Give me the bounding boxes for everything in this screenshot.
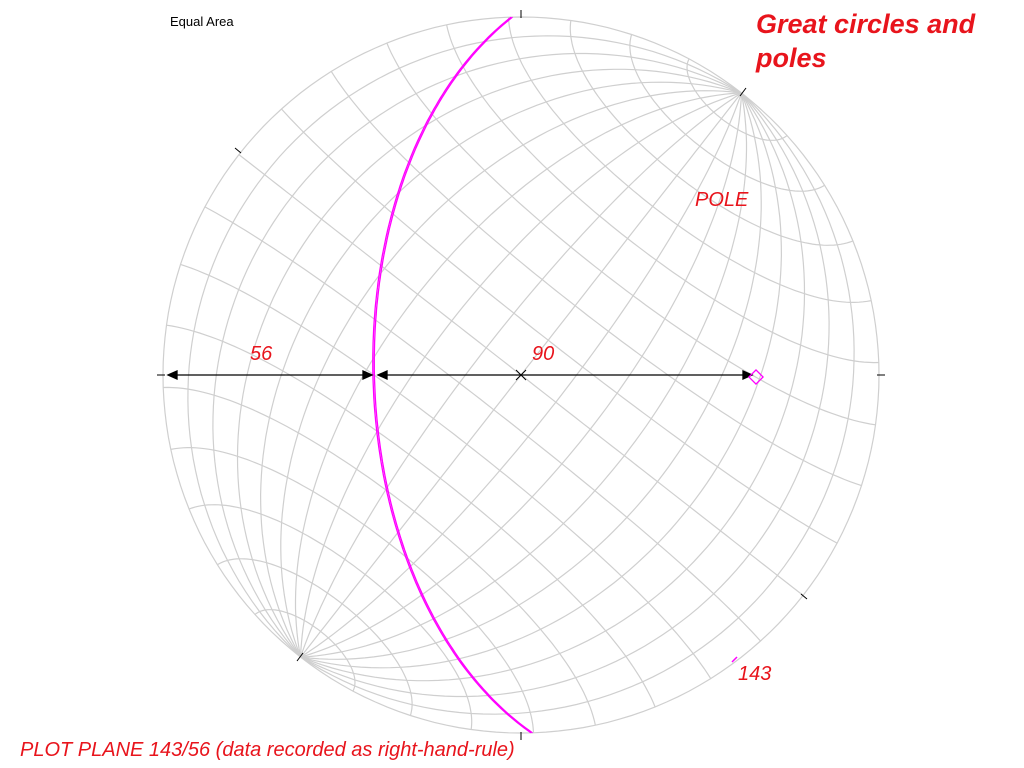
dip-label: 56 bbox=[250, 343, 273, 365]
great-circle-trace bbox=[373, 16, 533, 734]
arrows bbox=[166, 369, 754, 381]
net-small-circle bbox=[166, 324, 656, 708]
complement-label: 90 bbox=[532, 343, 554, 365]
net-meridian bbox=[300, 92, 806, 682]
strike-mark bbox=[731, 656, 738, 663]
net-small-circle bbox=[254, 609, 356, 692]
equal-area-net bbox=[162, 16, 880, 734]
pole-label: POLE bbox=[695, 189, 749, 211]
net-small-circle bbox=[386, 42, 876, 426]
great-circle bbox=[372, 16, 533, 734]
pole-marker bbox=[748, 369, 764, 385]
net-small-circle bbox=[170, 447, 535, 733]
net-small-circle bbox=[281, 108, 838, 544]
net-small-circle bbox=[507, 17, 872, 303]
net-small-circle bbox=[188, 504, 473, 730]
strike-label: 143 bbox=[738, 663, 771, 685]
net-small-circle bbox=[446, 24, 879, 364]
title: Great circles and poles bbox=[755, 9, 983, 73]
projection-label: Equal Area bbox=[170, 14, 234, 29]
net-small-circle bbox=[204, 206, 761, 642]
net-meridian bbox=[259, 81, 742, 658]
net-small-circle bbox=[569, 20, 854, 246]
net-meridian bbox=[236, 68, 742, 658]
caption: PLOT PLANE 143/56 (data recorded as righ… bbox=[20, 739, 515, 761]
net-small-circle bbox=[217, 558, 413, 716]
net-small-circle bbox=[330, 71, 862, 487]
net-small-circle bbox=[163, 386, 596, 726]
net-small-circle bbox=[180, 263, 712, 679]
title-line: poles bbox=[755, 43, 827, 73]
great-circle-trace bbox=[372, 16, 532, 734]
net-small-circle bbox=[686, 58, 788, 141]
title-line: Great circles and bbox=[756, 9, 976, 39]
net-small-circle bbox=[629, 34, 825, 192]
